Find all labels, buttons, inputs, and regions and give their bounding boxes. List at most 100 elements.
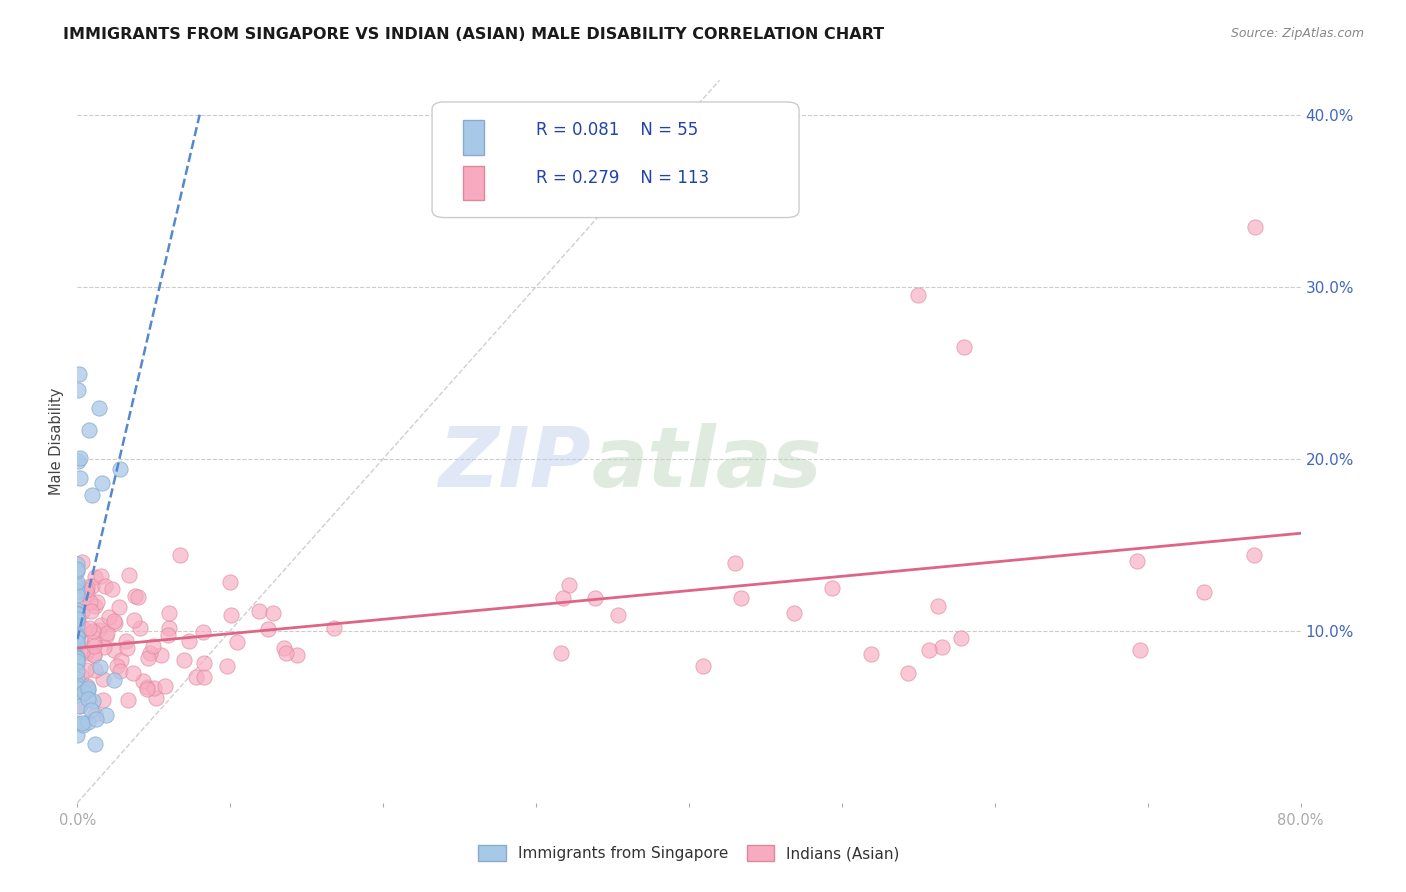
Point [783, 606, 806, 620]
Point [84, 663, 107, 677]
Point [80, 604, 103, 618]
Point [76, 587, 98, 601]
Point [124, 589, 146, 603]
Text: IMMIGRANTS FROM SINGAPORE VS INDIAN (ASIAN) MALE DISABILITY CORRELATION CHART: IMMIGRANTS FROM SINGAPORE VS INDIAN (ASI… [63, 27, 884, 42]
Point [692, 658, 714, 673]
Point [76, 580, 98, 594]
Point [66, 627, 89, 641]
Point [66, 575, 89, 590]
Point [927, 599, 949, 613]
Point [77, 423, 100, 437]
Point [98, 610, 121, 624]
FancyBboxPatch shape [432, 102, 799, 218]
Point [75, 646, 97, 660]
Point [225, 635, 247, 649]
Point [75, 583, 97, 598]
Point [83, 737, 105, 751]
Point [118, 568, 141, 582]
Point [1129, 643, 1152, 657]
Point [103, 673, 125, 687]
Point [931, 640, 953, 654]
Point [323, 622, 346, 636]
Point [79, 595, 101, 609]
Point [219, 607, 242, 622]
Point [83, 639, 105, 653]
Point [859, 647, 882, 661]
Point [80, 703, 103, 717]
Point [136, 651, 159, 665]
Point [949, 631, 972, 645]
Point [73, 622, 96, 636]
Point [82, 579, 104, 593]
Point [1243, 219, 1265, 234]
Point [551, 591, 574, 605]
Point [1243, 549, 1265, 563]
Point [142, 681, 165, 695]
Point [156, 628, 179, 642]
Point [1192, 584, 1215, 599]
Point [96, 625, 118, 640]
Point [179, 634, 201, 648]
Point [558, 578, 581, 592]
Point [66, 453, 89, 467]
Point [585, 591, 607, 605]
Point [173, 653, 195, 667]
Point [93, 640, 115, 654]
Point [66, 607, 89, 621]
Point [96, 708, 118, 723]
Point [66, 636, 89, 650]
Point [145, 691, 167, 706]
Point [69, 698, 91, 713]
Point [83, 706, 105, 721]
Point [193, 656, 215, 670]
Point [82, 488, 104, 502]
Point [108, 461, 131, 475]
Point [256, 622, 278, 636]
Point [90, 569, 112, 583]
Point [896, 666, 918, 681]
Point [84, 712, 107, 726]
Y-axis label: Male Disability: Male Disability [49, 388, 65, 495]
Point [103, 643, 125, 657]
Point [219, 574, 242, 589]
Point [75, 663, 97, 677]
Point [193, 625, 215, 640]
Point [66, 716, 89, 731]
Point [820, 581, 842, 595]
Point [66, 577, 89, 591]
Point [103, 614, 125, 628]
Point [66, 678, 89, 692]
Point [66, 651, 89, 665]
Point [121, 666, 143, 681]
Text: ZIP: ZIP [439, 423, 591, 504]
Point [87, 623, 110, 637]
Text: R = 0.081    N = 55: R = 0.081 N = 55 [536, 121, 699, 139]
Point [550, 646, 572, 660]
Point [66, 564, 89, 578]
Point [90, 476, 112, 491]
Point [129, 621, 152, 635]
Point [82, 624, 104, 638]
Point [70, 715, 93, 730]
Point [66, 634, 89, 648]
Point [66, 558, 89, 572]
Point [77, 692, 100, 706]
Point [169, 548, 191, 562]
Point [83, 648, 105, 662]
Point [110, 652, 132, 666]
Point [105, 659, 128, 673]
Point [72, 685, 94, 699]
Point [66, 588, 89, 602]
Point [136, 681, 159, 696]
Point [67, 597, 90, 611]
Point [70, 634, 93, 648]
Text: Source: ZipAtlas.com: Source: ZipAtlas.com [1230, 27, 1364, 40]
Point [66, 630, 89, 644]
Point [285, 648, 308, 662]
Point [66, 562, 89, 576]
Point [76, 681, 98, 696]
Point [607, 608, 630, 623]
Point [66, 613, 89, 627]
Point [73, 686, 96, 700]
Point [70, 605, 93, 619]
